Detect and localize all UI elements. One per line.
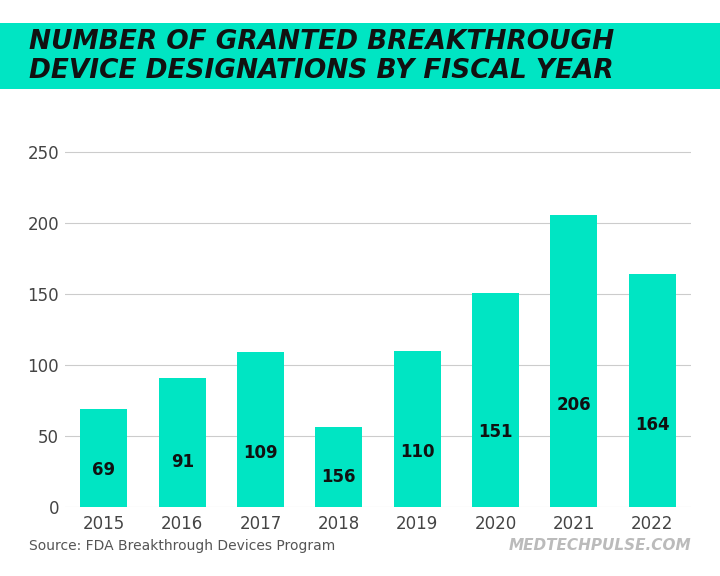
Bar <box>629 274 675 507</box>
Text: 110: 110 <box>400 444 434 461</box>
Text: 69: 69 <box>92 461 115 479</box>
Bar <box>81 409 127 507</box>
Bar <box>394 351 441 507</box>
Text: 151: 151 <box>478 423 513 441</box>
Bar <box>550 215 598 507</box>
Text: 164: 164 <box>635 416 670 434</box>
Text: DEVICE DESIGNATIONS BY FISCAL YEAR: DEVICE DESIGNATIONS BY FISCAL YEAR <box>29 58 613 84</box>
Text: MEDTECHPULSE.COM: MEDTECHPULSE.COM <box>508 538 691 553</box>
Text: 206: 206 <box>557 396 591 414</box>
Text: NUMBER OF GRANTED BREAKTHROUGH: NUMBER OF GRANTED BREAKTHROUGH <box>29 29 614 55</box>
Text: 156: 156 <box>322 468 356 486</box>
Bar <box>237 353 284 507</box>
Bar <box>472 293 519 507</box>
Text: 109: 109 <box>243 444 278 462</box>
Text: Source: FDA Breakthrough Devices Program: Source: FDA Breakthrough Devices Program <box>29 539 335 553</box>
Bar <box>158 378 206 507</box>
Text: 91: 91 <box>171 453 194 471</box>
Bar <box>315 427 362 507</box>
